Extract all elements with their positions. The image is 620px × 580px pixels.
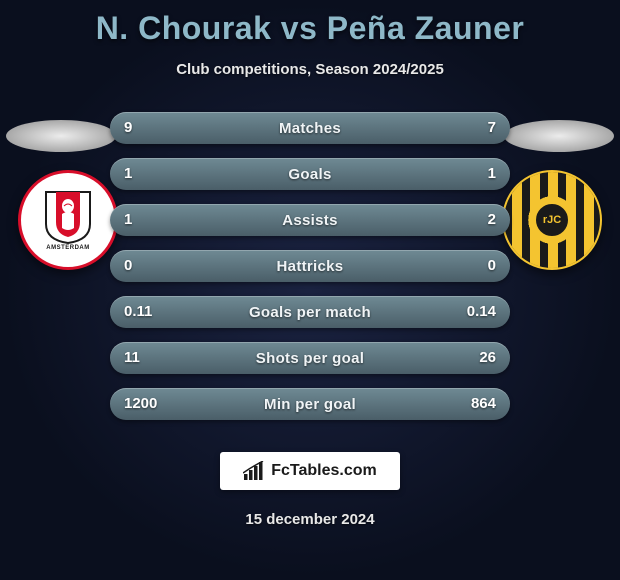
crest-right-core: rJC [533,201,571,239]
branding-badge[interactable]: FcTables.com [220,452,400,490]
stat-right-value: 2 [488,204,496,236]
crest-right: rJC [502,170,602,270]
stat-left-value: 0 [124,250,132,282]
stat-label: Matches [279,120,341,137]
stat-label: Hattricks [277,258,344,275]
stat-left-value: 11 [124,342,140,374]
stat-left-value: 1 [124,204,132,236]
stat-row: 0 Hattricks 0 [110,250,510,282]
crest-right-stripes: rJC [504,172,600,268]
platform-right [504,120,614,152]
stat-row: 1200 Min per goal 864 [110,388,510,420]
stat-right-value: 1 [488,158,496,190]
stat-right-value: 26 [479,342,496,374]
shield-icon [42,186,94,244]
platform-left [6,120,116,152]
stat-right-value: 7 [488,112,496,144]
stat-label: Shots per goal [256,350,364,367]
stat-row: 11 Shots per goal 26 [110,342,510,374]
stat-right-value: 864 [471,388,496,420]
branding-text: FcTables.com [271,462,377,480]
crest-left-label: AMSTERDAM [46,245,90,251]
stats-list: 9 Matches 7 1 Goals 1 1 Assists 2 0 Hatt… [110,112,510,434]
stat-label: Goals per match [249,304,371,321]
stat-left-value: 9 [124,112,132,144]
stat-row: 9 Matches 7 [110,112,510,144]
subtitle: Club competitions, Season 2024/2025 [0,61,620,78]
comparison-stage: AMSTERDAM rJC 9 Matches 7 1 Goals 1 1 As… [0,100,620,440]
crest-left: AMSTERDAM [18,170,118,270]
page-title: N. Chourak vs Peña Zauner [0,0,620,47]
chart-icon [243,461,265,481]
stat-row: 1 Assists 2 [110,204,510,236]
stat-label: Assists [282,212,337,229]
stat-left-value: 1 [124,158,132,190]
stat-right-value: 0 [488,250,496,282]
stat-row: 0.11 Goals per match 0.14 [110,296,510,328]
stat-label: Min per goal [264,396,356,413]
stat-right-value: 0.14 [467,296,496,328]
stat-left-value: 1200 [124,388,157,420]
stat-row: 1 Goals 1 [110,158,510,190]
stat-left-value: 0.11 [124,296,152,328]
stat-label: Goals [288,166,331,183]
date-label: 15 december 2024 [0,511,620,528]
